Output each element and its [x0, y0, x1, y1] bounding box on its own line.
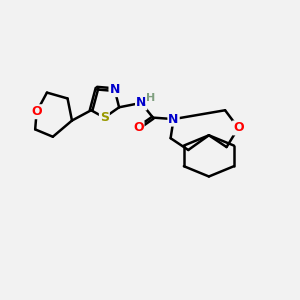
Text: N: N — [168, 112, 179, 126]
Text: O: O — [133, 122, 143, 134]
Text: O: O — [233, 122, 244, 134]
Text: O: O — [31, 105, 42, 118]
Text: N: N — [110, 83, 120, 96]
Text: N: N — [136, 96, 146, 110]
Text: H: H — [146, 94, 155, 103]
Text: S: S — [100, 111, 109, 124]
